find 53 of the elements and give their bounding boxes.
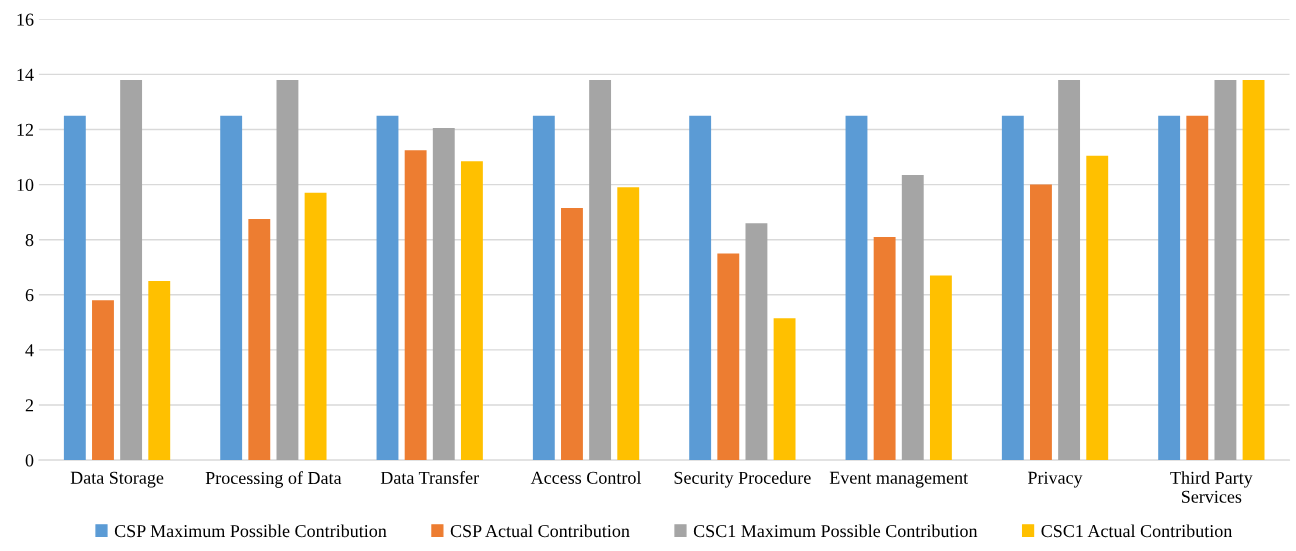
bar xyxy=(63,115,86,461)
bar xyxy=(689,115,712,461)
x-tick-label: Processing of Data xyxy=(205,471,342,488)
bar xyxy=(376,115,399,461)
bar xyxy=(248,219,271,461)
legend-label: CSC1 Maximum Possible Contribution xyxy=(693,524,978,538)
y-tick-label: 0 xyxy=(25,454,34,467)
bar xyxy=(1158,115,1181,461)
bar xyxy=(120,79,143,461)
bar xyxy=(220,115,243,461)
x-tick-label: Event management xyxy=(829,471,969,488)
y-tick-label: 8 xyxy=(25,233,34,247)
bar xyxy=(532,115,555,461)
bar xyxy=(1001,115,1024,461)
bar xyxy=(460,161,483,461)
y-tick-label: 16 xyxy=(17,13,34,26)
legend-label: CSP Maximum Possible Contribution xyxy=(114,524,387,538)
y-tick-label: 14 xyxy=(17,68,34,81)
x-tick-label: Privacy xyxy=(1027,471,1083,488)
bar xyxy=(404,150,427,461)
x-tick-label: Access Control xyxy=(530,471,642,484)
bar xyxy=(1086,155,1109,461)
bar xyxy=(1242,79,1265,461)
bar xyxy=(432,128,455,461)
bar xyxy=(1214,79,1237,461)
x-tick-label: Data Transfer xyxy=(380,471,479,484)
bar xyxy=(929,275,952,461)
y-tick-label: 2 xyxy=(25,399,34,412)
legend-label: CSP Actual Contribution xyxy=(450,524,630,538)
bar xyxy=(561,208,583,461)
bar xyxy=(773,318,796,461)
bar xyxy=(92,300,114,461)
bar xyxy=(617,187,640,461)
y-tick-label: 6 xyxy=(25,289,34,302)
bar xyxy=(845,115,868,461)
y-tick-label: 12 xyxy=(17,123,34,136)
y-tick-label: 4 xyxy=(25,344,34,357)
x-tick-label: Data Storage xyxy=(70,471,164,488)
bar xyxy=(304,192,327,461)
x-tick-label: Third Party Services xyxy=(1170,471,1253,503)
bar xyxy=(1030,184,1052,461)
bar xyxy=(1186,115,1209,461)
bar xyxy=(1058,79,1081,461)
bar xyxy=(717,253,740,461)
bar xyxy=(589,79,612,461)
bar xyxy=(148,281,171,461)
bar xyxy=(276,79,299,461)
bar xyxy=(873,236,896,461)
bar xyxy=(745,223,768,461)
y-tick-label: 10 xyxy=(17,178,34,192)
x-tick-label: Security Procedure xyxy=(674,471,811,488)
legend-label: CSC1 Actual Contribution xyxy=(1041,524,1233,538)
bar xyxy=(901,174,924,461)
